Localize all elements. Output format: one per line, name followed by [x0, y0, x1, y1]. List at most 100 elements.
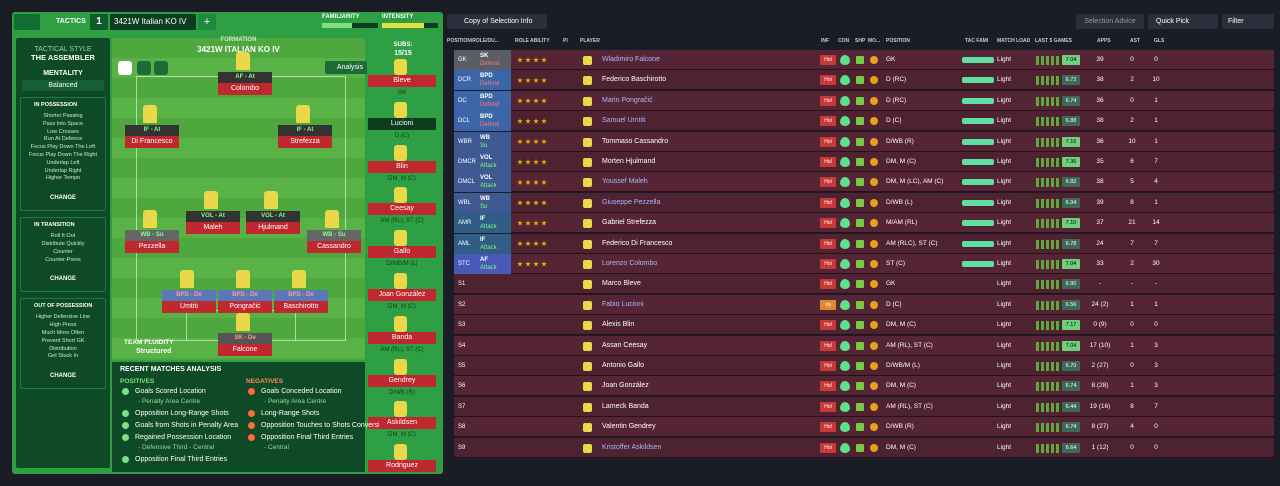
column-header[interactable]: PLAYER — [580, 38, 600, 44]
sub-name[interactable]: Rodriguez — [368, 460, 436, 473]
column-header[interactable]: INF — [821, 38, 830, 44]
column-header[interactable]: APPS — [1097, 38, 1111, 44]
quick-pick[interactable]: Quick Pick — [1148, 14, 1218, 29]
player-name[interactable]: Assan Ceesay — [602, 341, 648, 349]
form-bar — [1051, 300, 1054, 310]
column-header[interactable]: SHP — [855, 38, 866, 44]
sub-name[interactable]: Gallo — [368, 246, 436, 259]
player-name[interactable]: Gabriel Strefezza — [602, 219, 657, 227]
sub-shirt — [394, 444, 407, 461]
player-name[interactable]: Cassandro — [307, 241, 361, 253]
player-role[interactable]: IF - At — [278, 125, 332, 136]
shirt-icon — [583, 96, 592, 106]
player-name[interactable]: Marin Pongračić — [602, 96, 653, 104]
view-toggle[interactable] — [118, 61, 132, 75]
player-name[interactable]: Di Francesco — [125, 136, 179, 148]
player-shirt — [292, 270, 306, 288]
player-role[interactable]: BPD - De — [218, 290, 272, 301]
player-name[interactable]: Federico Baschirotto — [602, 76, 667, 84]
view-toggle[interactable] — [154, 61, 168, 75]
sub-name[interactable]: Askildsen — [368, 417, 436, 430]
change-button[interactable]: CHANGE — [49, 195, 76, 202]
player-name[interactable]: Morten Hjulmand — [602, 158, 656, 165]
slot[interactable]: 1 — [90, 14, 108, 30]
apps: 33 — [1096, 260, 1104, 267]
column-header[interactable]: GLS — [1154, 38, 1165, 44]
column-header[interactable]: POSITION — [886, 38, 910, 44]
goals: - — [1154, 280, 1158, 288]
mentality[interactable]: Balanced — [22, 80, 104, 91]
player-name[interactable]: Valentin Gendrey — [602, 423, 656, 431]
goals: 3 — [1154, 382, 1158, 390]
column-header[interactable]: AST — [1130, 38, 1140, 44]
player-name[interactable]: Falcone — [218, 344, 272, 356]
column-header[interactable]: LAST 5 GAMES — [1035, 38, 1072, 44]
player-name[interactable]: Fabio Lucioni — [602, 300, 644, 308]
player-name[interactable]: Giuseppe Pezzella — [602, 198, 661, 206]
view-select[interactable]: Copy of Selection Info — [447, 14, 547, 29]
player-name[interactable]: Maleh — [186, 222, 240, 234]
form-bar — [1046, 260, 1049, 269]
column-header[interactable]: ROLE ABILITY — [515, 38, 550, 44]
player-role[interactable]: SK - De — [218, 333, 272, 344]
player-name[interactable]: Pezzella — [125, 241, 179, 253]
player-name[interactable]: Pongračić — [218, 301, 272, 313]
player-name[interactable]: Samuel Umtiti — [602, 117, 646, 125]
analysis-button[interactable]: Analysis — [325, 61, 367, 74]
player-name[interactable]: Hjulmand — [246, 222, 300, 234]
column-header[interactable]: POSITION/ROLE/DU... — [447, 38, 499, 44]
sub-name[interactable]: Ceesay — [368, 203, 436, 216]
player-role[interactable]: VOL - At — [186, 211, 240, 222]
player-name[interactable]: Kristoffer Askildsen — [602, 443, 662, 451]
player-name[interactable]: Joan González — [602, 382, 649, 390]
tac-fam-bar — [962, 97, 994, 104]
player-name[interactable]: Wladimiro Falcone — [602, 56, 660, 63]
sub-name[interactable]: Gendrey — [368, 374, 436, 387]
filter-button[interactable]: Filter — [1222, 14, 1274, 29]
player-name[interactable]: Youssef Maleh — [602, 178, 648, 186]
player-name[interactable]: Lorenzo Colombo — [602, 260, 658, 267]
column-header[interactable]: CON — [838, 38, 850, 44]
player-name[interactable]: Alexis Blin — [602, 321, 635, 329]
player-name[interactable]: Antonio Gallo — [602, 362, 645, 369]
player-name[interactable]: Tommaso Cassandro — [602, 137, 669, 145]
column-header[interactable]: MATCH LOAD — [997, 38, 1031, 44]
player-role[interactable]: VOL - At — [246, 211, 300, 222]
player-role[interactable]: IF - At — [125, 125, 179, 136]
player-role[interactable]: BPD - De — [274, 290, 328, 301]
change-button[interactable]: CHANGE — [49, 276, 76, 283]
inf-tag: Hol — [820, 401, 836, 412]
player-role[interactable]: WB - Su — [125, 230, 179, 241]
sub-name[interactable]: Joan González — [368, 289, 436, 301]
sub-name[interactable]: Blin — [368, 160, 436, 173]
formation-name[interactable]: 3421W ITALIAN KO IV — [197, 45, 280, 54]
player-name[interactable]: Federico Di Francesco — [602, 239, 673, 247]
back-button[interactable] — [14, 14, 40, 30]
player-name[interactable]: Strefezza — [278, 136, 332, 148]
star — [541, 159, 547, 165]
player-name[interactable]: Baschirotto — [274, 301, 328, 313]
change-button[interactable]: CHANGE — [49, 373, 76, 380]
column-header[interactable]: TAC FAMI — [965, 38, 989, 44]
player-name[interactable]: Colombo — [218, 83, 272, 95]
player-name[interactable]: Marco Bleve — [602, 280, 641, 288]
column-header[interactable]: PI — [563, 38, 568, 44]
player-name[interactable]: Umtiti — [162, 301, 216, 313]
player-role[interactable]: AF - At — [218, 72, 272, 83]
sub-name[interactable]: Lucioni — [368, 117, 436, 130]
style[interactable]: THE ASSEMBLER — [31, 53, 95, 62]
form-bar — [1036, 178, 1039, 188]
player-name[interactable]: Lameck Banda — [602, 402, 649, 410]
sub-name[interactable]: Banda — [368, 331, 436, 344]
analysis-detail: - Penalty Area Centre — [138, 398, 201, 405]
row-duty: Defend — [480, 101, 500, 108]
advice-button[interactable]: Selection Advice — [1076, 14, 1144, 29]
view-toggle[interactable] — [137, 61, 151, 75]
column-header[interactable]: MO... — [868, 38, 881, 44]
player-role[interactable]: WB - Su — [307, 230, 361, 241]
add-button[interactable]: + — [198, 14, 216, 30]
match-load: Light — [997, 260, 1012, 267]
sub-name[interactable]: Bleve — [368, 75, 436, 87]
tactic-name[interactable]: 3421W Italian KO IV — [110, 14, 196, 30]
player-role[interactable]: BPD - De — [162, 290, 216, 301]
